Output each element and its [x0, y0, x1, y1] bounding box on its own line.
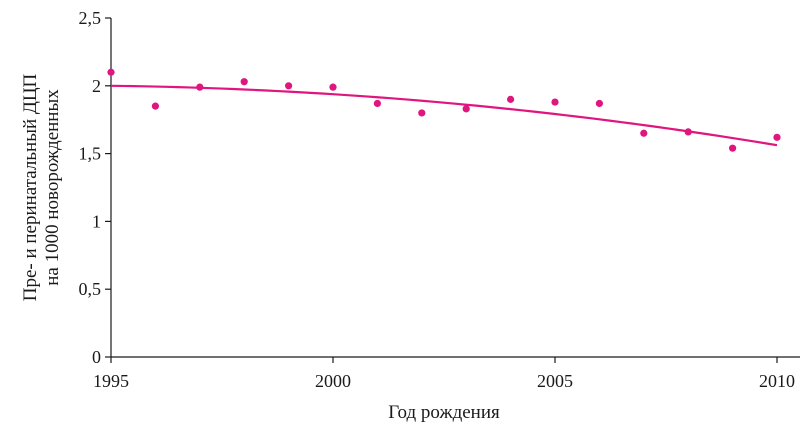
data-point — [240, 78, 248, 86]
x-tick-label: 2000 — [315, 371, 351, 391]
y-tick-label: 0 — [92, 347, 101, 367]
y-tick-label: 0,5 — [79, 279, 102, 299]
axes: 0 0,5 1 1,5 2 2,5 1995 2000 2005 2010 — [79, 8, 800, 391]
y-axis-title: Пре- и перинатальный ДЦП на 1000 новорож… — [20, 73, 63, 301]
data-point — [151, 102, 159, 110]
data-point — [595, 99, 604, 108]
y-tick-label: 1,5 — [79, 144, 102, 164]
x-tick-label: 2005 — [537, 371, 573, 391]
x-tick-label: 2010 — [759, 371, 795, 391]
data-point — [462, 105, 470, 113]
trend-line — [110, 84, 778, 147]
data-point — [373, 99, 381, 108]
data-point — [640, 129, 648, 137]
data-point — [285, 82, 293, 90]
x-tick-label: 1995 — [93, 371, 129, 391]
points-layer — [107, 68, 781, 152]
y-tick-label: 2 — [92, 76, 101, 96]
data-point — [418, 109, 426, 117]
y-axis-title-line-1: Пре- и перинатальный ДЦП — [20, 73, 41, 301]
data-point — [507, 95, 515, 103]
data-point — [684, 128, 692, 136]
y-axis-title-line-2: на 1000 новорожденных — [42, 89, 63, 286]
data-point — [551, 98, 559, 106]
x-axis-title: Год рождения — [388, 402, 500, 423]
y-tick-label: 2,5 — [79, 8, 102, 28]
trend-layer — [110, 84, 778, 147]
data-point — [107, 68, 115, 76]
data-point — [773, 133, 781, 141]
data-point — [329, 83, 337, 91]
y-tick-label: 1 — [92, 211, 101, 231]
data-point — [729, 144, 737, 152]
data-point — [196, 83, 204, 91]
